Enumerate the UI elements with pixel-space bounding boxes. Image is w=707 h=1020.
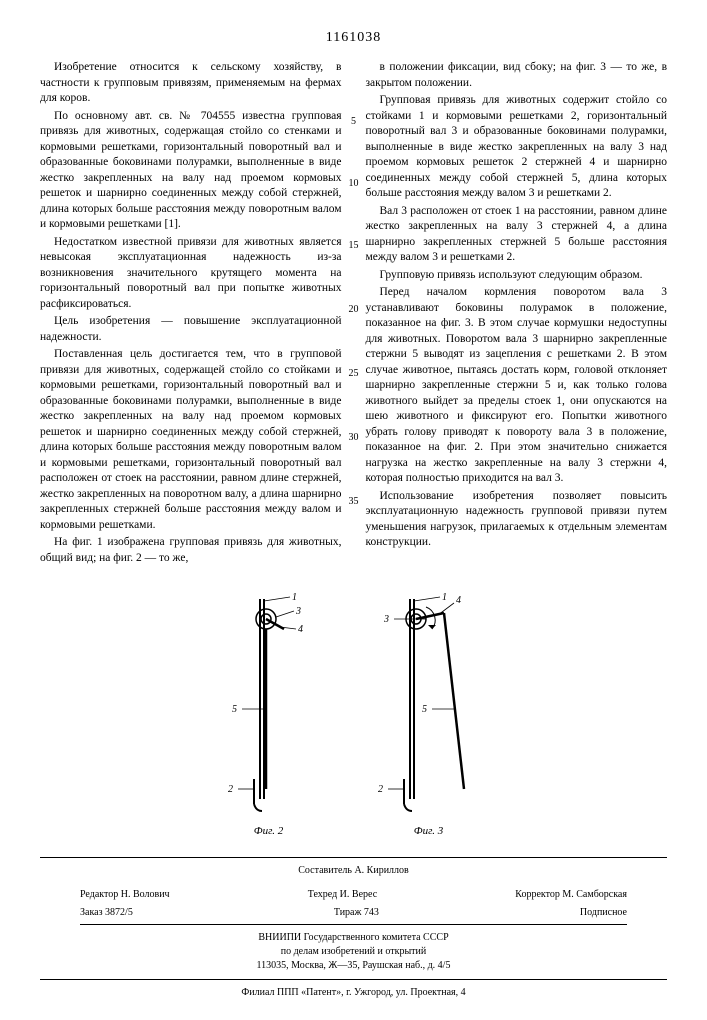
org-line-1: ВНИИПИ Государственного комитета СССР <box>40 931 667 945</box>
fig-label-5: 5 <box>232 704 237 715</box>
org-line-2: по делам изобретений и открытий <box>40 945 667 959</box>
corrector: Корректор М. Самборская <box>515 888 627 902</box>
para: На фиг. 1 изображена групповая привязь д… <box>40 535 342 566</box>
figure-2: 1 3 4 5 2 Фиг. 2 <box>224 589 314 837</box>
separator <box>40 857 667 858</box>
line-marker: 10 <box>344 178 364 189</box>
para: в положении фиксации, вид сбоку; на фиг.… <box>366 60 668 91</box>
fig-label-5: 5 <box>422 704 427 715</box>
para: Недостатком известной привязи для животн… <box>40 235 342 313</box>
fig-label-3: 3 <box>383 614 389 625</box>
para: Перед началом кормления поворотом вала 3… <box>366 285 668 487</box>
para: Изобретение относится к сельскому хозяйс… <box>40 60 342 107</box>
figure-3: 1 3 4 5 2 Фиг. 3 <box>374 589 484 837</box>
line-marker: 25 <box>344 368 364 379</box>
compiler: Составитель А. Кириллов <box>40 864 667 878</box>
fig-label-2: 2 <box>378 784 383 795</box>
para: Вал 3 расположен от стоек 1 на расстояни… <box>366 204 668 266</box>
line-marker: 30 <box>344 432 364 443</box>
org-line-3: Филиал ППП «Патент», г. Ужгород, ул. Про… <box>40 986 667 1000</box>
order-number: Заказ 3872/5 <box>80 906 133 920</box>
text-columns: 5 10 15 20 25 30 35 Изобретение относитс… <box>40 60 667 569</box>
para: Групповая привязь для животных содержит … <box>366 93 668 202</box>
left-column: Изобретение относится к сельскому хозяйс… <box>40 60 342 569</box>
separator <box>40 979 667 980</box>
para: Групповую привязь используют следующим о… <box>366 268 668 284</box>
podpisnoe: Подписное <box>580 906 627 920</box>
line-marker: 35 <box>344 496 364 507</box>
line-marker: 15 <box>344 240 364 251</box>
footer: Составитель А. Кириллов Редактор Н. Воло… <box>40 864 667 1000</box>
fig-label-2: 2 <box>228 784 233 795</box>
line-marker: 20 <box>344 304 364 315</box>
fig-label-1: 1 <box>292 592 297 603</box>
right-column: в положении фиксации, вид сбоку; на фиг.… <box>366 60 668 569</box>
para: По основному авт. св. № 704555 известна … <box>40 109 342 233</box>
fig3-drawing: 1 3 4 5 2 <box>374 589 484 819</box>
fig-label-4: 4 <box>456 595 461 606</box>
para: Поставленная цель достигается тем, что в… <box>40 347 342 533</box>
addr-line: 113035, Москва, Ж—35, Раушская наб., д. … <box>40 959 667 973</box>
para: Цель изобретения — повышение эксплуатаци… <box>40 314 342 345</box>
fig3-caption: Фиг. 3 <box>374 825 484 837</box>
tirazh: Тираж 743 <box>334 906 379 920</box>
fig2-caption: Фиг. 2 <box>224 825 314 837</box>
techred: Техред И. Верес <box>308 888 377 902</box>
figures-row: 1 3 4 5 2 Фиг. 2 <box>40 589 667 837</box>
fig-label-3: 3 <box>295 606 301 617</box>
para: Использование изобретения позволяет повы… <box>366 489 668 551</box>
fig2-drawing: 1 3 4 5 2 <box>224 589 314 819</box>
page-number: 1161038 <box>40 30 667 46</box>
fig-label-1: 1 <box>442 592 447 603</box>
fig-label-4: 4 <box>298 624 303 635</box>
editor: Редактор Н. Волович <box>80 888 170 902</box>
line-marker: 5 <box>344 116 364 127</box>
patent-page: 1161038 5 10 15 20 25 30 35 Изобретение … <box>0 0 707 1020</box>
